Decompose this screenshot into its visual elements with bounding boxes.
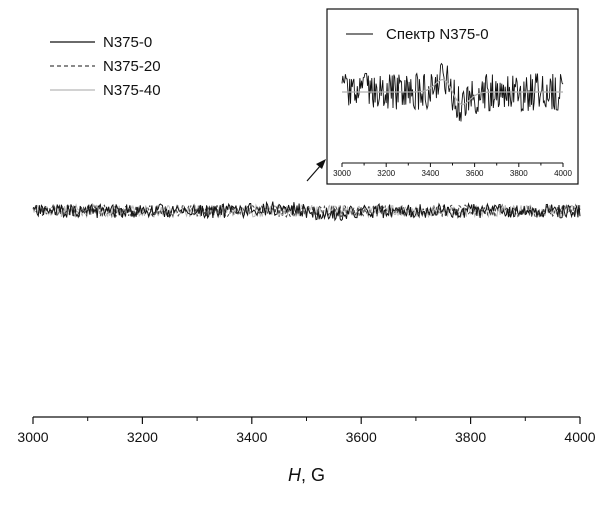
inset-x-tick-label: 4000 — [554, 169, 572, 178]
inset-plot: 3000 3200 3400 3600 3800 4000 Спектр N375-0 — [326, 8, 579, 185]
main-x-tick-label: 3200 — [127, 429, 158, 445]
main-x-axis-label: H, G — [288, 465, 325, 485]
main-x-tick-label: 3600 — [346, 429, 377, 445]
inset-frame — [326, 8, 579, 185]
inset-pointer-arrow — [306, 159, 326, 182]
pointer-arrow-line — [306, 164, 322, 182]
inset-legend: Спектр N375-0 — [346, 26, 489, 43]
inset-x-axis: 3000 3200 3400 3600 3800 4000 — [333, 162, 572, 178]
main-x-tick-label: 3000 — [17, 429, 48, 445]
inset-x-tick-label: 3800 — [510, 169, 528, 178]
x-axis-label-unit: , G — [301, 465, 325, 485]
main-x-axis: 3000 3200 3400 3600 3800 4000 — [17, 416, 596, 445]
inset-x-tick-label: 3200 — [377, 169, 395, 178]
x-axis-label-italic: H — [288, 465, 302, 485]
main-x-tick-label: 3400 — [236, 429, 267, 445]
series-line-n375-0 — [32, 200, 581, 222]
pointer-arrow-head — [316, 159, 326, 169]
main-legend: N375-0 N375-20 N375-40 — [50, 34, 161, 99]
main-x-tick-label: 3800 — [455, 429, 486, 445]
inset-series-line-fit — [342, 78, 563, 106]
legend-label-n375-40: N375-40 — [103, 82, 161, 99]
main-x-tick-label: 4000 — [564, 429, 595, 445]
legend-label-n375-0: N375-0 — [103, 34, 152, 51]
inset-x-tick-label: 3000 — [333, 169, 351, 178]
inset-legend-label: Спектр N375-0 — [386, 26, 489, 43]
inset-series-group — [341, 62, 564, 122]
legend-label-n375-20: N375-20 — [103, 58, 161, 75]
main-series-group — [32, 200, 581, 222]
inset-x-tick-label: 3400 — [422, 169, 440, 178]
inset-series-line-spectrum — [341, 62, 564, 122]
inset-x-tick-label: 3600 — [466, 169, 484, 178]
